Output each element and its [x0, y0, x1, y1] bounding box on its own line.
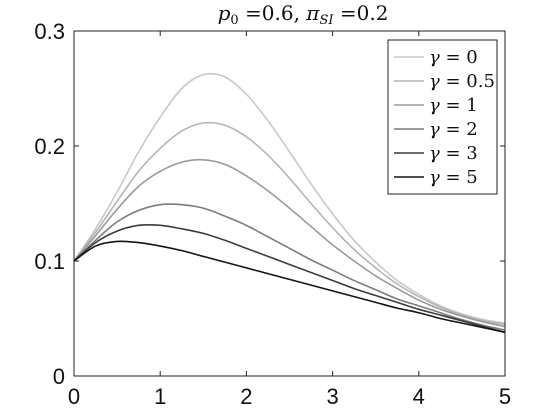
y-tick-label-2: 0.2 [34, 134, 65, 159]
chart-title: p0 =0.6, πSI =0.2 [218, 1, 389, 28]
series-line-1 [73, 121, 506, 326]
title-p-sub: 0 [230, 13, 238, 28]
x-tick-label-0: 0 [68, 384, 80, 409]
legend-label-1: γ = 0.5 [429, 71, 495, 92]
svg-text:p0 =0.6, πSI =0.2: p0 =0.6, πSI =0.2 [218, 1, 389, 28]
series-lines [73, 72, 506, 334]
series-line-4 [73, 223, 506, 334]
legend-label-2: γ = 1 [429, 95, 478, 116]
title-p-var: p [218, 1, 231, 25]
legend-label-5: γ = 5 [429, 167, 478, 188]
legend-label-4: γ = 3 [429, 143, 478, 164]
series-line-3 [73, 203, 506, 331]
title-pi-val: =0.2 [334, 1, 389, 25]
legend-label-0: γ = 0 [429, 47, 478, 68]
y-tick-label-0: 0 [53, 364, 65, 389]
x-tick-label-1: 1 [154, 384, 166, 409]
y-tick-label-3: 0.3 [34, 19, 65, 44]
series-line-0 [73, 72, 506, 324]
axis-ticks: 0 1 2 3 4 5 0 0.1 0.2 0.3 [34, 19, 511, 409]
series-line-2 [73, 158, 506, 328]
x-tick-label-5: 5 [499, 384, 511, 409]
x-tick-label-3: 3 [326, 384, 338, 409]
plot-frame [73, 30, 506, 377]
x-tick-label-2: 2 [240, 384, 252, 409]
title-pi-var: π [305, 1, 320, 25]
x-tick-label-4: 4 [413, 384, 425, 409]
title-p-val: =0.6, [239, 1, 307, 25]
legend-box [387, 39, 498, 195]
y-tick-label-1: 0.1 [34, 249, 65, 274]
series-line-5 [73, 240, 506, 334]
legend: γ = 0 γ = 0.5 γ = 1 γ = 2 γ = 3 γ = 5 [387, 39, 498, 195]
title-pi-sub: SI [319, 13, 334, 28]
legend-label-3: γ = 2 [429, 119, 478, 140]
